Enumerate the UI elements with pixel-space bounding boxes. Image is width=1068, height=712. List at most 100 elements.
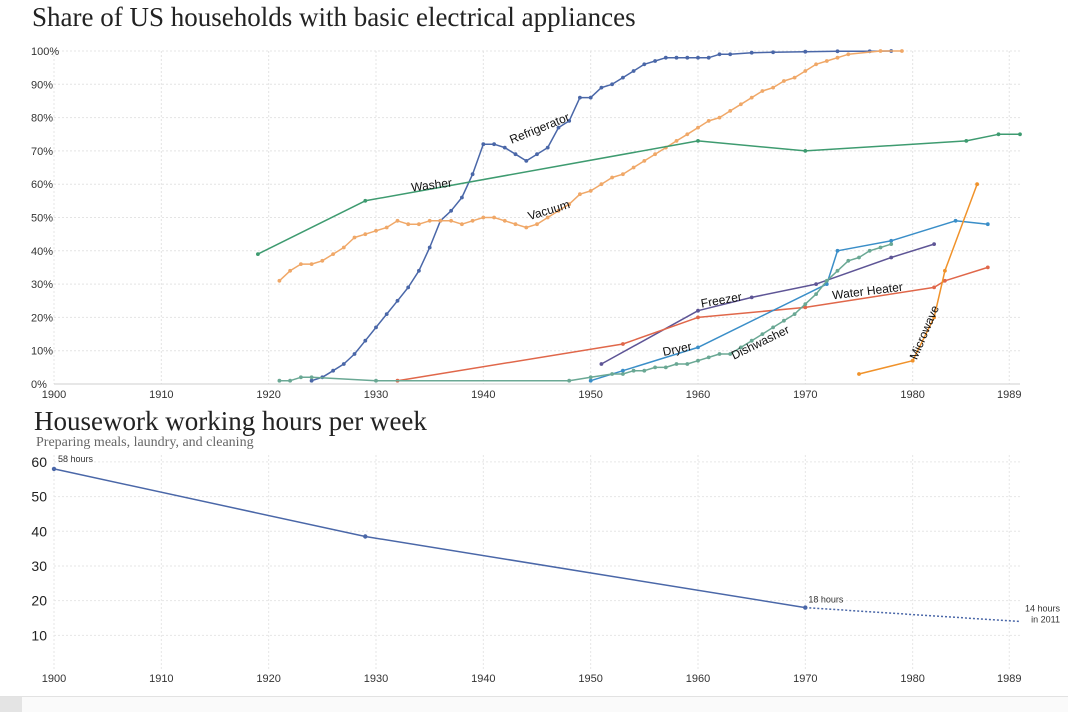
vacuum-point [900,49,904,53]
vacuum-point [384,225,389,230]
refrigerator-point [803,49,808,54]
vacuum-point [567,202,572,207]
vacuum-point [513,222,518,227]
refrigerator-point [642,62,647,67]
refrigerator-point [621,75,625,80]
vacuum-point [545,215,550,220]
washer-point [996,132,1001,137]
x-tick-label: 1930 [364,389,388,401]
dishwasher-point [771,325,775,330]
x-tick-label: 1980 [900,673,924,685]
refrigerator-point [309,378,314,383]
refrigerator-point [771,50,775,55]
vacuum-point [460,222,464,227]
series-washer [256,132,1022,256]
refrigerator-point [535,152,539,157]
vacuum-point [642,159,647,163]
vacuum-point [771,85,775,90]
dryer-point [985,222,990,227]
dishwasher-point [309,375,314,380]
series-label-dryer: Dryer [661,339,693,359]
refrigerator-point [749,50,754,55]
vacuum-point [674,139,679,143]
vacuum-point [824,59,829,63]
dishwasher-point [674,362,679,366]
dishwasher-point [663,365,668,370]
dishwasher-point [717,352,722,356]
vacuum-point [309,262,314,266]
refrigerator-point [545,145,550,150]
dishwasher-point [728,352,733,356]
freezer-point [932,242,936,247]
refrigerator-point [384,312,389,316]
y-tick-label: 90% [31,79,53,91]
refrigerator-point [513,152,518,157]
appliance-chart-grid [53,50,1020,385]
vacuum-point [331,252,335,256]
dryer-point [835,248,840,253]
water-heater-point [696,315,700,320]
vacuum-point [631,165,636,170]
dishwasher-line [279,243,892,382]
vacuum-point [299,262,303,266]
annotation-14-hours: 14 hours [1025,603,1061,613]
water-heater-point [803,305,808,310]
dishwasher-point [749,338,754,343]
refrigerator-point [728,52,733,57]
microwave-point [857,372,861,376]
washer-point [964,139,969,143]
dishwasher-point [792,312,797,316]
dishwasher-point [706,355,711,360]
refrigerator-point [696,55,700,60]
series-label-water-heater: Water Heater [831,280,903,303]
series-label-microwave: Microwave [907,303,942,362]
y-tick-label: 60% [31,179,53,191]
microwave-point [975,182,979,187]
dishwasher-point [739,345,743,350]
washer-point [1018,132,1022,137]
appliance-chart-series [256,49,1022,383]
refrigerator-point [524,159,529,163]
water-heater-point [943,278,947,283]
x-tick-label: 1910 [149,673,173,685]
vacuum-point [556,208,561,213]
y-tick-label: 10% [31,346,53,358]
vacuum-point [706,119,711,123]
refrigerator-point [406,285,411,290]
freezer-point [599,362,604,366]
dishwasher-point [696,358,700,363]
vacuum-point [782,79,786,83]
water-heater-point [985,265,990,270]
y-tick-label: 60 [31,454,47,470]
refrigerator-point [331,368,335,373]
freezer-line [601,243,935,365]
vacuum-point [588,189,593,193]
x-tick-label: 1960 [686,673,710,685]
refrigerator-point [653,59,657,63]
refrigerator-point [567,119,572,123]
refrigerator-point [352,352,357,356]
dishwasher-point [288,378,292,383]
x-tick-label: 1900 [42,389,66,401]
vacuum-point [341,245,346,250]
washer-point [696,139,700,143]
annotation-in-2011: in 2011 [1031,614,1060,624]
vacuum-point [749,95,754,100]
x-tick-label: 1970 [793,673,817,685]
vacuum-point [835,55,840,60]
x-tick-label: 1910 [149,389,173,401]
vacuum-point [578,192,582,197]
series-dishwasher [277,242,894,383]
freezer-point [749,295,754,300]
x-tick-label: 1960 [686,389,710,401]
microwave-point [943,268,947,273]
y-tick-label: 20 [31,593,47,609]
dryer-line [590,220,988,382]
chart-title: Share of US households with basic electr… [32,2,636,32]
washer-point [363,198,368,203]
refrigerator-point [427,245,432,250]
vacuum-point [696,125,700,130]
vacuum-point [427,218,432,223]
